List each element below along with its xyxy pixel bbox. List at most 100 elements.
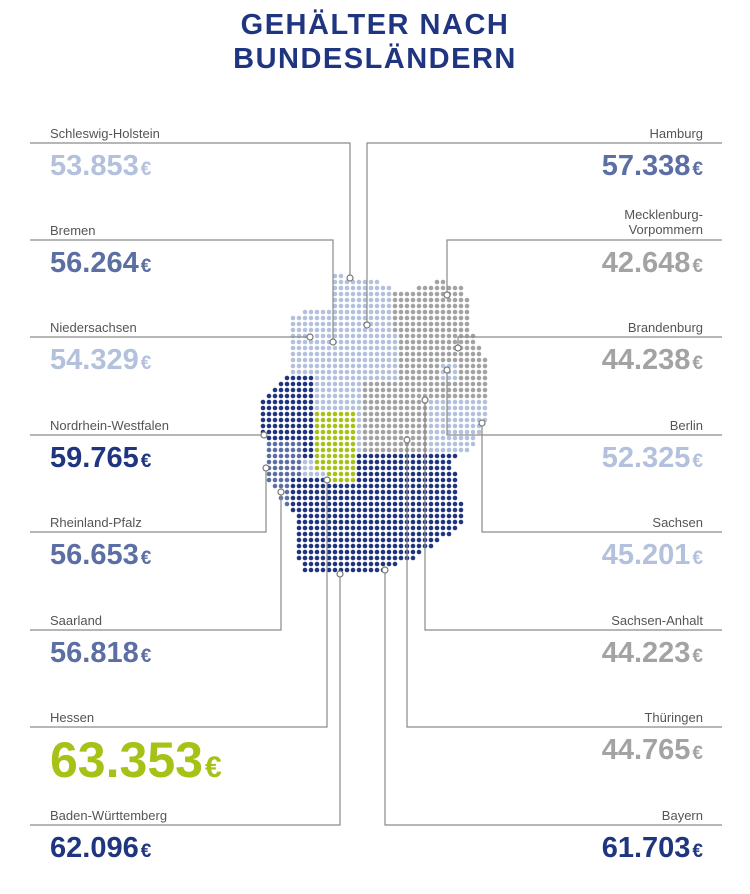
map-dot-grey [386, 393, 392, 399]
map-dot-dark [440, 459, 446, 465]
map-dot-light [446, 375, 452, 381]
map-dot-dark [284, 399, 290, 405]
map-dot-light [368, 327, 374, 333]
map-dot-grey [392, 429, 398, 435]
map-dot-light [458, 441, 464, 447]
map-dot-light [386, 357, 392, 363]
map-dot-dark [386, 513, 392, 519]
map-dot-dark [314, 483, 320, 489]
map-dot-grey [482, 375, 488, 381]
map-dot-green [338, 465, 344, 471]
map-dot-green [344, 423, 350, 429]
map-dot-grey [410, 321, 416, 327]
map-dot-dark [362, 477, 368, 483]
map-dot-grey [410, 387, 416, 393]
salary-value: 56.818 € [50, 637, 350, 673]
map-dot-mid [290, 453, 296, 459]
map-dot-light [362, 327, 368, 333]
map-dot-grey [458, 393, 464, 399]
map-dot-light [428, 447, 434, 453]
map-dot-grey [422, 333, 428, 339]
map-dot-green [332, 417, 338, 423]
map-dot-light [350, 387, 356, 393]
map-dot-light [452, 417, 458, 423]
map-dot-dark [410, 543, 416, 549]
map-dot-light [446, 447, 452, 453]
map-dot-light [464, 411, 470, 417]
map-dot-grey [368, 381, 374, 387]
map-dot-dark [392, 477, 398, 483]
map-dot-light [326, 357, 332, 363]
map-dot-light [344, 327, 350, 333]
map-dot-dark [362, 489, 368, 495]
map-dot-dark [410, 519, 416, 525]
map-dot-light [470, 435, 476, 441]
map-dot-green [320, 411, 326, 417]
map-dot-light [338, 399, 344, 405]
map-dot-mid [266, 477, 272, 483]
map-dot-grey [428, 297, 434, 303]
map-dot-dark [446, 525, 452, 531]
map-dot-grey [452, 315, 458, 321]
map-dot-grey [404, 375, 410, 381]
map-dot-grey [428, 303, 434, 309]
map-dot-dark [308, 435, 314, 441]
map-dot-light [482, 399, 488, 405]
map-dot-green [350, 435, 356, 441]
map-dot-grey [410, 333, 416, 339]
map-dot-light [296, 321, 302, 327]
map-dot-dark [314, 489, 320, 495]
map-dot-dark [296, 423, 302, 429]
map-dot-dark [302, 495, 308, 501]
map-dot-dark [410, 513, 416, 519]
title-line-1: GEHÄLTER NACH [240, 9, 510, 41]
map-dot-dark [374, 519, 380, 525]
map-dot-dark [308, 513, 314, 519]
map-dot-dark [458, 507, 464, 513]
euro-symbol: € [140, 548, 152, 569]
salary-value: 54.329 € [50, 344, 350, 380]
map-dot-grey [440, 387, 446, 393]
map-dot-mid [266, 459, 272, 465]
map-dot-dark [290, 489, 296, 495]
map-dot-light [374, 375, 380, 381]
map-dot-dark [308, 375, 314, 381]
map-dot-dark [314, 519, 320, 525]
map-dot-dark [302, 429, 308, 435]
map-dot-grey [422, 381, 428, 387]
state-entry-hessen: Hessen 63.353€ [50, 710, 350, 794]
map-dot-light [362, 279, 368, 285]
map-dot-grey [434, 381, 440, 387]
map-dot-light [344, 375, 350, 381]
map-dot-light [326, 315, 332, 321]
map-dot-dark [410, 477, 416, 483]
map-dot-dark [440, 531, 446, 537]
map-dot-grey [410, 291, 416, 297]
map-dot-dark [284, 387, 290, 393]
map-dot-light [302, 459, 308, 465]
map-dot-green [314, 465, 320, 471]
map-dot-dark [356, 525, 362, 531]
map-dot-light [332, 363, 338, 369]
map-dot-light [374, 297, 380, 303]
map-dot-dark [440, 489, 446, 495]
map-dot-grey [440, 345, 446, 351]
map-dot-green [332, 435, 338, 441]
map-dot-grey [398, 411, 404, 417]
map-dot-grey [440, 297, 446, 303]
map-dot-dark [392, 543, 398, 549]
map-dot-light [350, 297, 356, 303]
map-dot-green [332, 447, 338, 453]
euro-symbol: € [140, 841, 152, 862]
map-dot-dark [410, 459, 416, 465]
map-dot-dark [356, 531, 362, 537]
map-dot-dark [344, 555, 350, 561]
map-dot-light [302, 471, 308, 477]
map-dot-light [332, 279, 338, 285]
map-dot-dark [428, 459, 434, 465]
map-dot-grey [428, 369, 434, 375]
map-dot-grey [434, 321, 440, 327]
map-dot-light [344, 303, 350, 309]
map-dot-light [428, 399, 434, 405]
map-dot-dark [368, 513, 374, 519]
